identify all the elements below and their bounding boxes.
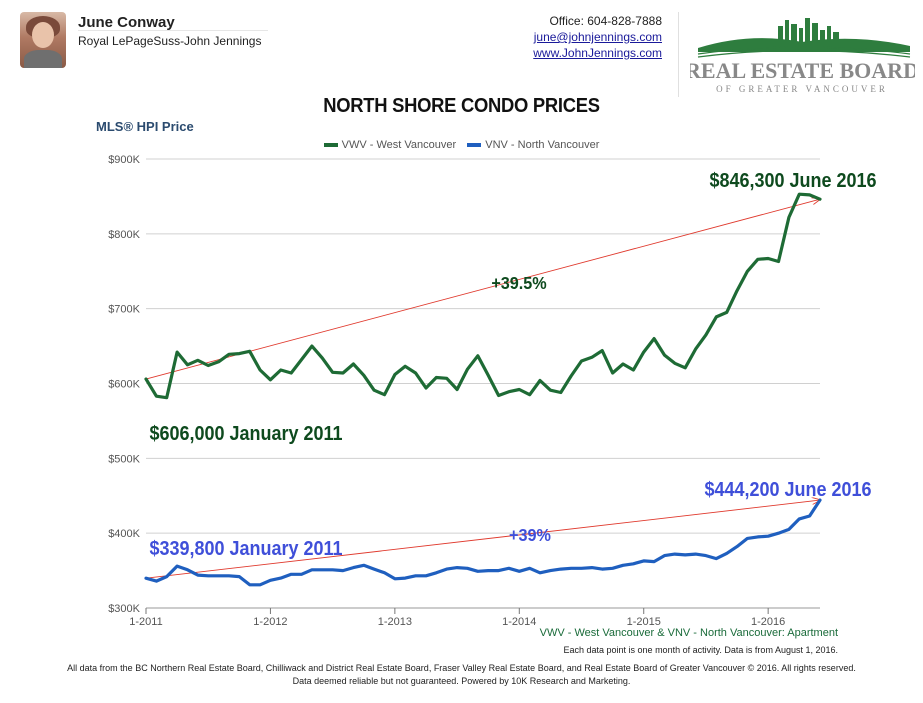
agent-company: Royal LePageSuss-John Jennings bbox=[78, 34, 262, 48]
legend-item-vnv: VNV - North Vancouver bbox=[467, 139, 599, 151]
legend-item-vwv: VWV - West Vancouver bbox=[323, 139, 457, 151]
legend-swatch-vnv bbox=[467, 143, 482, 147]
y-tick-label: $700K bbox=[108, 304, 140, 316]
y-tick-label: $400K bbox=[108, 528, 140, 540]
x-tick-label: 1-2016 bbox=[751, 616, 785, 628]
website-link[interactable]: www.JohnJennings.com bbox=[533, 46, 662, 60]
header-vertical-divider bbox=[678, 12, 679, 97]
chart-legend: VWV - West Vancouver VNV - North Vancouv… bbox=[0, 138, 923, 151]
y-tick-label: $300K bbox=[108, 603, 140, 615]
annotation-vwv-change: +39.5% bbox=[491, 273, 546, 293]
office-phone: Office: 604-828-7888 bbox=[549, 14, 662, 28]
annotation-vwv-start: $606,000 January 2011 bbox=[149, 423, 342, 445]
annotation-vnv-end: $444,200 June 2016 bbox=[704, 479, 871, 501]
disclaimer-footer: Data deemed reliable but not guaranteed.… bbox=[292, 676, 631, 686]
series-line-vnv bbox=[144, 498, 822, 587]
annotation-vnv-change: +39% bbox=[509, 525, 551, 545]
y-tick-label: $900K bbox=[108, 154, 140, 166]
series-footnote: VWV - West Vancouver & VNV - North Vanco… bbox=[539, 627, 838, 639]
y-axis-label: MLS® HPI Price bbox=[96, 119, 194, 134]
x-tick-label: 1-2012 bbox=[253, 616, 287, 628]
trend-arrow-vwv bbox=[145, 199, 820, 380]
legend-label-vnv: VNV - North Vancouver bbox=[485, 139, 600, 151]
contact-block: Office: 604-828-7888 june@johnjennings.c… bbox=[533, 13, 662, 61]
x-tick-label: 1-2013 bbox=[378, 616, 412, 628]
legend-label-vwv: VWV - West Vancouver bbox=[341, 139, 457, 151]
annotation-vwv-end: $846,300 June 2016 bbox=[709, 170, 876, 192]
logo-title-text: REAL ESTATE BOARD bbox=[690, 58, 915, 83]
real-estate-board-logo: REAL ESTATE BOARD OF GREATER VANCOUVER bbox=[690, 18, 915, 94]
legend-swatch-vwv bbox=[323, 143, 338, 147]
chart-title: NORTH SHORE CONDO PRICES bbox=[323, 95, 600, 117]
series-line-vwv bbox=[144, 192, 822, 400]
logo-subtitle-text: OF GREATER VANCOUVER bbox=[716, 84, 888, 94]
copyright-footer: All data from the BC Northern Real Estat… bbox=[67, 663, 856, 673]
header-divider bbox=[78, 30, 268, 31]
y-tick-label: $500K bbox=[108, 453, 140, 465]
y-tick-label: $800K bbox=[108, 229, 140, 241]
annotation-vnv-start: $339,800 January 2011 bbox=[149, 538, 342, 560]
email-link[interactable]: june@johnjennings.com bbox=[533, 30, 662, 44]
data-footnote: Each data point is one month of activity… bbox=[563, 645, 839, 655]
agent-name: June Conway bbox=[78, 14, 175, 31]
x-tick-label: 1-2015 bbox=[627, 616, 661, 628]
trend-arrow-vnv bbox=[145, 500, 820, 579]
x-tick-label: 1-2014 bbox=[502, 616, 536, 628]
agent-photo bbox=[20, 12, 66, 68]
x-tick-label: 1-2011 bbox=[129, 616, 162, 628]
y-tick-label: $600K bbox=[108, 379, 140, 391]
